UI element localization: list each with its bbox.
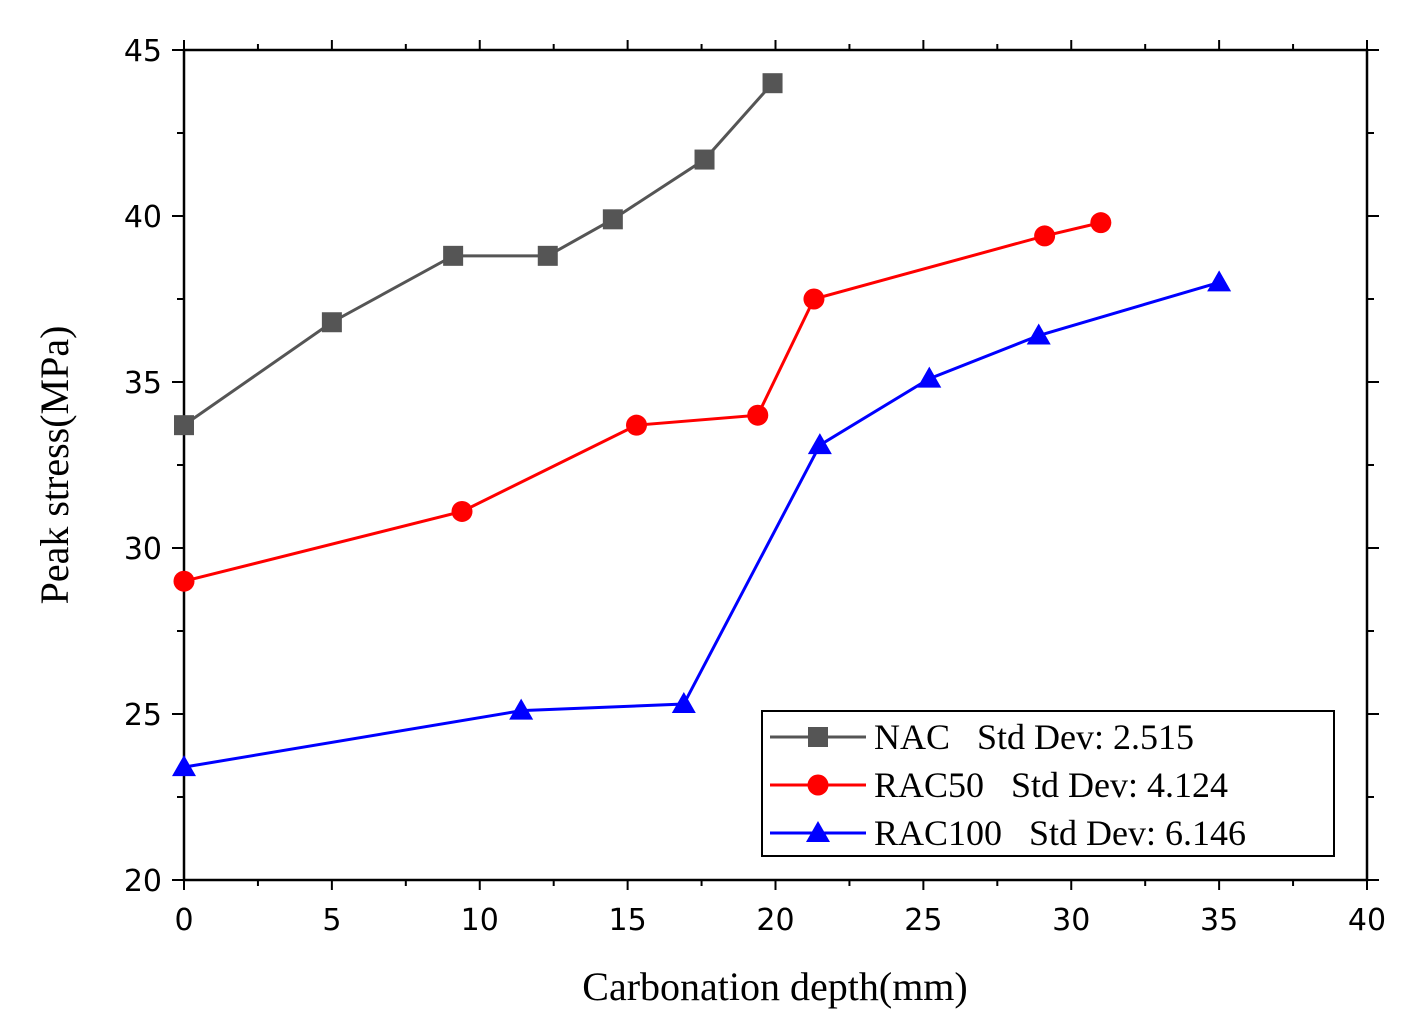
y-tick-label: 45 <box>124 34 162 69</box>
x-tick-label: 25 <box>904 903 942 938</box>
legend-label-nac: NAC Std Dev: 2.515 <box>874 717 1194 757</box>
x-tick-label: 40 <box>1348 903 1386 938</box>
y-tick-label: 40 <box>124 200 162 235</box>
legend: NAC Std Dev: 2.515 RAC50 Std Dev: 4.124 RA… <box>761 710 1335 857</box>
data-point-rac100 <box>807 433 832 455</box>
data-point-rac50 <box>173 570 195 592</box>
series-line-rac100 <box>183 280 1220 769</box>
y-tick-label: 35 <box>124 366 162 401</box>
series-rac100 <box>172 270 1232 777</box>
data-point-nac <box>537 245 558 266</box>
x-tick-label: 30 <box>1052 903 1090 938</box>
legend-label-rac100: RAC100 Std Dev: 6.146 <box>874 813 1246 853</box>
data-point-rac100 <box>1207 270 1232 292</box>
series-line-rac50 <box>183 221 1102 583</box>
data-point-rac50 <box>803 288 825 310</box>
y-tick-label: 30 <box>124 532 162 567</box>
x-tick-label: 20 <box>756 903 794 938</box>
legend-marker-rac100 <box>806 821 830 842</box>
x-tick-label: 15 <box>609 903 647 938</box>
series-nac <box>174 73 783 436</box>
data-point-nac <box>602 209 623 230</box>
data-point-nac <box>762 73 783 94</box>
series-line-nac <box>183 82 774 427</box>
axis-ticks: 0 5 10 15 20 25 30 35 40 20 25 30 35 40 45 <box>124 34 1386 938</box>
series-layer <box>172 73 1232 777</box>
data-point-nac <box>321 312 342 333</box>
legend-label-rac50: RAC50 Std Dev: 4.124 <box>874 765 1228 805</box>
data-point-rac50 <box>451 500 473 522</box>
data-point-nac <box>443 245 464 266</box>
data-point-rac50 <box>1034 225 1056 247</box>
data-point-rac50 <box>1090 212 1112 234</box>
y-tick-label: 20 <box>124 864 162 899</box>
data-point-rac100 <box>671 692 696 714</box>
data-point-rac50 <box>625 414 647 436</box>
y-tick-label: 25 <box>124 698 162 733</box>
legend-marker-nac <box>808 727 828 747</box>
data-point-rac100 <box>1026 323 1051 345</box>
x-tick-label: 35 <box>1200 903 1238 938</box>
data-point-nac <box>174 415 194 436</box>
x-axis-title: Carbonation depth(mm) <box>582 964 967 1009</box>
series-rac50 <box>173 212 1112 592</box>
x-tick-label: 0 <box>174 903 193 938</box>
y-axis-title: Peak stress(MPa) <box>32 326 77 605</box>
x-tick-label: 5 <box>322 903 341 938</box>
data-point-rac100 <box>509 698 534 720</box>
legend-marker-rac50 <box>807 774 829 796</box>
data-point-nac <box>694 149 715 170</box>
x-tick-label: 10 <box>461 903 499 938</box>
data-point-rac100 <box>172 755 196 777</box>
data-point-rac50 <box>747 404 769 426</box>
data-point-rac100 <box>917 366 942 388</box>
